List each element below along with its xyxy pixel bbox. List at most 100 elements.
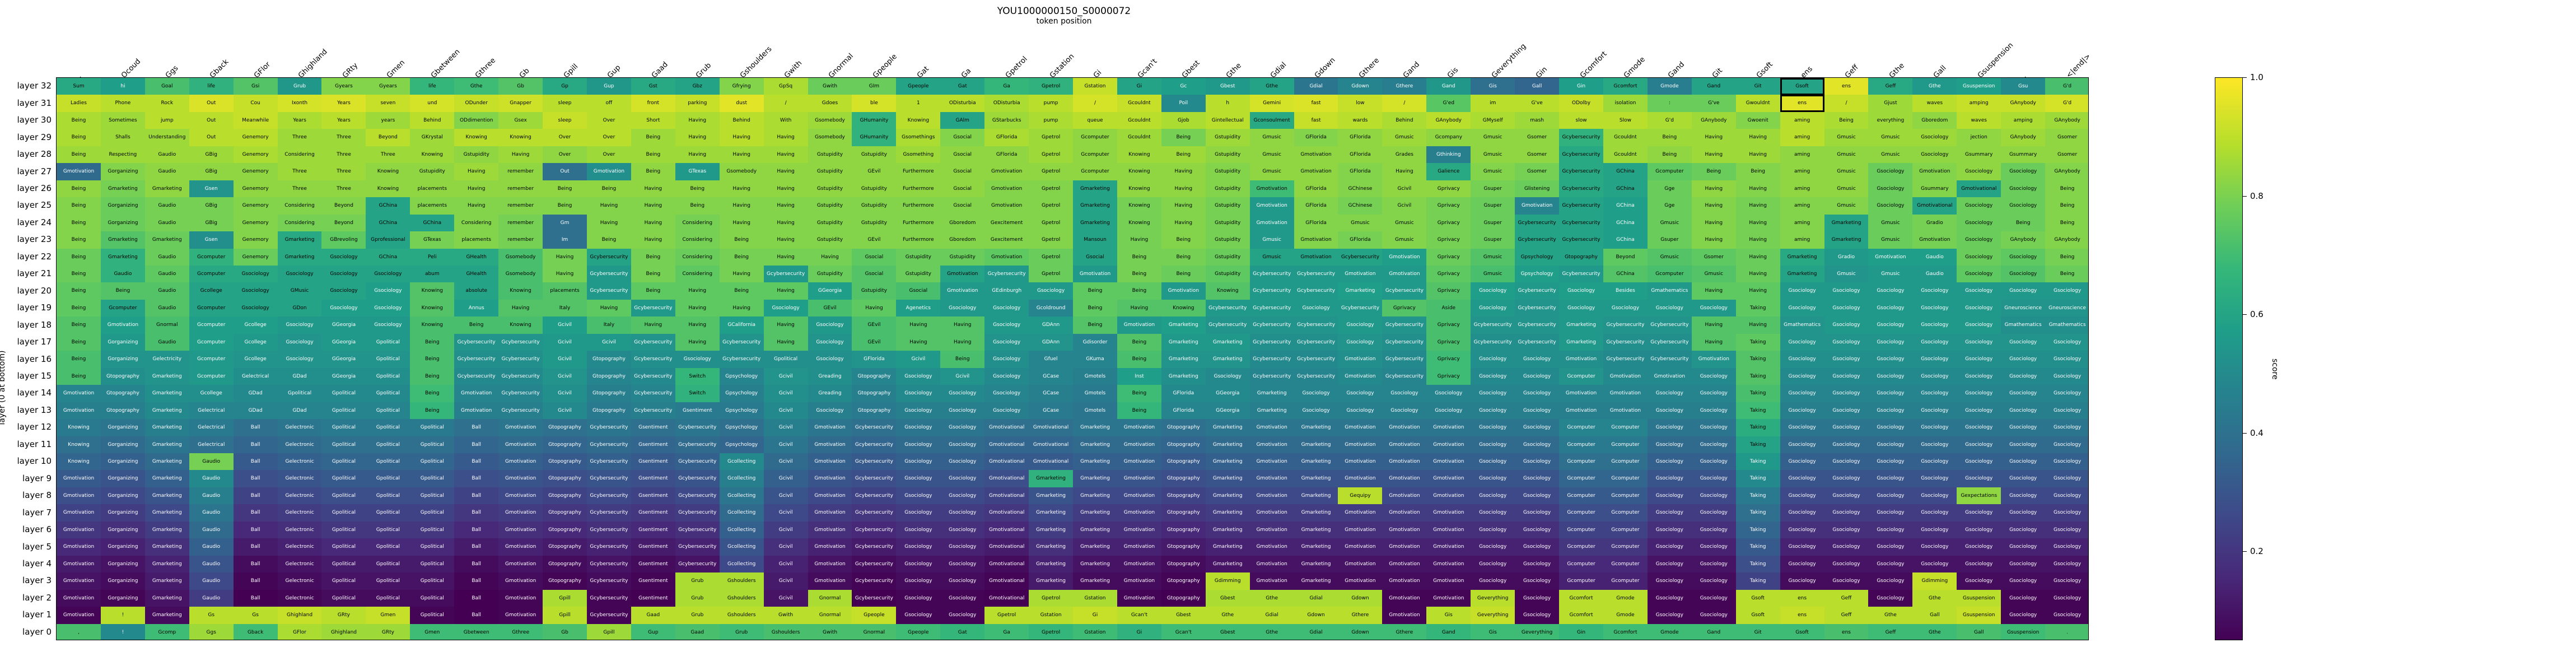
heatmap-cell: Gtopography [1161, 487, 1206, 505]
heatmap-cell: GHealth [454, 248, 499, 266]
heatmap-cell: Gcybersecurity [454, 367, 499, 385]
heatmap-cell: Gmotivation [1603, 367, 1648, 385]
heatmap-cell: Gsociology [896, 504, 941, 522]
heatmap-cell: Gsociology [896, 419, 941, 437]
heatmap-cell: Being [1161, 266, 1206, 283]
heatmap-cell: Gmotivation [1426, 555, 1471, 573]
heatmap-cell: Gcybersecurity [852, 419, 897, 437]
heatmap-cell: Gsociology [1471, 555, 1515, 573]
heatmap-cell: Gup [631, 623, 675, 640]
heatmap-cell: Gmarketing [1029, 504, 1074, 522]
heatmap-cell: Gtopography [1161, 572, 1206, 590]
heatmap-cell: Gcybersecurity [1294, 351, 1338, 369]
heatmap-cell: Gcybersecurity [1471, 333, 1515, 351]
heatmap-cell: Gmusic [1868, 231, 1913, 249]
heatmap-cell: Gstupidity [808, 180, 852, 198]
heatmap-cell: Gmarketing [1205, 453, 1250, 471]
heatmap-cell: Gsocial [940, 163, 985, 181]
heatmap-cell: Gaudio [189, 470, 234, 488]
heatmap-cell: Gpetrol [1029, 197, 1074, 215]
heatmap-cell: aming [1780, 214, 1824, 232]
heatmap-cell: Gsentiment [631, 504, 675, 522]
heatmap-cell: Gsociology [1559, 282, 1604, 300]
heatmap-cell: Having [1691, 231, 1736, 249]
heatmap-cell: Gcybersecurity [586, 487, 631, 505]
heatmap-cell: Gsociology [1691, 521, 1736, 539]
heatmap-cell: Gelectronic [277, 555, 322, 573]
heatmap-cell: Gsociology [1691, 589, 1736, 607]
heatmap-cell: Gp [543, 78, 587, 95]
heatmap-cell: Gsociology [1471, 504, 1515, 522]
heatmap-cell: Gmarketing [100, 248, 145, 266]
heatmap-cell: Ball [233, 470, 278, 488]
heatmap-cell: Gsociology [1647, 572, 1692, 590]
heatmap-cell: Ga [984, 78, 1029, 95]
heatmap-cell: Gpsychology [719, 385, 764, 403]
heatmap-cell: Taking [1735, 367, 1780, 385]
heatmap-cell: Gmotivation [1249, 419, 1294, 437]
heatmap-cell: Gbest [1205, 78, 1250, 95]
heatmap-cell: Being [719, 248, 764, 266]
heatmap-cell: Gmotivation [498, 555, 543, 573]
heatmap-cell: Gsociology [1957, 351, 2001, 369]
heatmap-cell: GGeorgia [321, 316, 366, 334]
heatmap-cell: Gjust [1868, 95, 1913, 113]
heatmap-cell: Gsociology [2001, 402, 2046, 420]
heatmap-cell: Gpolitical [366, 333, 410, 351]
heatmap-cell: Gsociology [1957, 367, 2001, 385]
heatmap-cell: Knowing [454, 129, 499, 147]
heatmap-cell: Gsen [189, 231, 234, 249]
heatmap-cell: Gsociology [896, 385, 941, 403]
heatmap-cell: Being [543, 180, 587, 198]
chart-title-block: YOU1000000150_S0000072 token position [997, 6, 1131, 26]
heatmap-cell: Gsuspension [2001, 623, 2046, 640]
heatmap-cell: Gsociology [1338, 316, 1383, 334]
heatmap-cell: Gsociology [940, 538, 985, 556]
heatmap-cell: Gtopography [543, 572, 587, 590]
heatmap-cell: Mansoun [1073, 231, 1117, 249]
heatmap-cell: Gmotivation [808, 470, 852, 488]
heatmap-cell: Glistening [1515, 180, 1560, 198]
heatmap-cell: waves [1912, 95, 1957, 113]
heatmap-cell: Gmathematics [2001, 316, 2046, 334]
heatmap-cell: Knowing [366, 163, 410, 181]
heatmap-cell: Having [763, 282, 808, 300]
heatmap-cell: Gmotivation [1647, 367, 1692, 385]
heatmap-cell: Having [1691, 180, 1736, 198]
heatmap-cell: aming [1780, 180, 1824, 198]
heatmap-cell: Gsociology [1824, 453, 1869, 471]
heatmap-cell: Gsociology [763, 299, 808, 317]
heatmap-cell: GDAnn [1029, 316, 1074, 334]
heatmap-cell: Gsociology [1868, 402, 1913, 420]
heatmap-cell: Ball [454, 504, 499, 522]
heatmap-cell: Gsociology [2001, 385, 2046, 403]
heatmap-cell: GTexas [410, 231, 455, 249]
heatmap-cell: Gmotivation [498, 521, 543, 539]
heatmap-cell: Gsentiment [631, 419, 675, 437]
heatmap-cell: GEvil [852, 316, 897, 334]
heatmap-cell: Gthe [1912, 589, 1957, 607]
heatmap-cell: Having [454, 180, 499, 198]
heatmap-cell: Over [586, 146, 631, 164]
heatmap-cell: Gnapper [498, 95, 543, 113]
heatmap-cell: Gcybersecurity [1249, 351, 1294, 369]
heatmap-cell: Gsociology [1957, 385, 2001, 403]
heatmap-cell: Gsociology [2001, 487, 2046, 505]
heatmap-cell: Gdisorder [1073, 333, 1117, 351]
heatmap-cell: Being [2045, 214, 2088, 232]
heatmap-cell: remember [498, 214, 543, 232]
heatmap-cell: Ball [454, 538, 499, 556]
heatmap-cell: Gmotivation [808, 521, 852, 539]
heatmap-cell: Gboredom [940, 231, 985, 249]
heatmap-cell: Furthermore [896, 197, 941, 215]
heatmap-cell: GChina [1603, 163, 1648, 181]
heatmap-cell: Gpolitical [366, 419, 410, 437]
heatmap-cell: Gmusic [1249, 248, 1294, 266]
y-tick-label: layer 4 [22, 558, 52, 569]
heatmap-cell: Gsociology [1515, 521, 1560, 539]
heatmap-cell: Gcivil [763, 538, 808, 556]
heatmap-cell: Gmarketing [1073, 197, 1117, 215]
heatmap-cell: Gcollecting [719, 555, 764, 573]
heatmap-cell: Gcollege [189, 385, 234, 403]
heatmap-cell: Gsociology [2045, 367, 2088, 385]
